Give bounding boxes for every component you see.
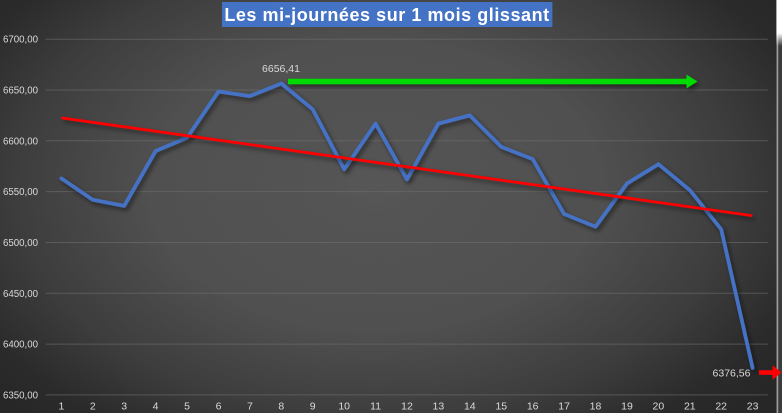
svg-text:4: 4 bbox=[153, 401, 159, 413]
svg-text:6500,00: 6500,00 bbox=[3, 238, 39, 249]
svg-text:Les mi-journées sur 1 mois gli: Les mi-journées sur 1 mois glissant bbox=[224, 5, 549, 25]
svg-text:6400,00: 6400,00 bbox=[3, 340, 39, 351]
svg-text:17: 17 bbox=[558, 401, 570, 413]
svg-text:6: 6 bbox=[216, 401, 222, 413]
svg-text:6450,00: 6450,00 bbox=[3, 289, 39, 300]
svg-text:6700,00: 6700,00 bbox=[3, 35, 39, 46]
svg-text:6600,00: 6600,00 bbox=[3, 136, 39, 147]
svg-text:6656,41: 6656,41 bbox=[262, 63, 300, 75]
svg-text:6376,56: 6376,56 bbox=[713, 368, 751, 380]
svg-text:16: 16 bbox=[527, 401, 539, 413]
svg-text:14: 14 bbox=[464, 401, 476, 413]
svg-text:11: 11 bbox=[370, 401, 381, 413]
svg-text:13: 13 bbox=[433, 401, 445, 413]
svg-text:1: 1 bbox=[58, 401, 64, 413]
svg-text:15: 15 bbox=[495, 401, 507, 413]
svg-text:12: 12 bbox=[401, 401, 413, 413]
svg-text:2: 2 bbox=[90, 401, 96, 413]
svg-text:6550,00: 6550,00 bbox=[3, 187, 39, 198]
svg-text:23: 23 bbox=[747, 401, 759, 413]
svg-text:3: 3 bbox=[121, 401, 127, 413]
svg-text:6650,00: 6650,00 bbox=[3, 86, 39, 97]
svg-text:8: 8 bbox=[278, 401, 284, 413]
svg-text:20: 20 bbox=[653, 401, 665, 413]
svg-text:9: 9 bbox=[310, 401, 316, 413]
svg-text:18: 18 bbox=[590, 401, 602, 413]
svg-text:5: 5 bbox=[184, 401, 190, 413]
svg-text:7: 7 bbox=[247, 401, 253, 413]
svg-text:6350,00: 6350,00 bbox=[3, 390, 39, 401]
svg-text:21: 21 bbox=[684, 401, 696, 413]
svg-text:19: 19 bbox=[621, 401, 633, 413]
svg-text:10: 10 bbox=[338, 401, 350, 413]
svg-text:22: 22 bbox=[715, 401, 727, 413]
